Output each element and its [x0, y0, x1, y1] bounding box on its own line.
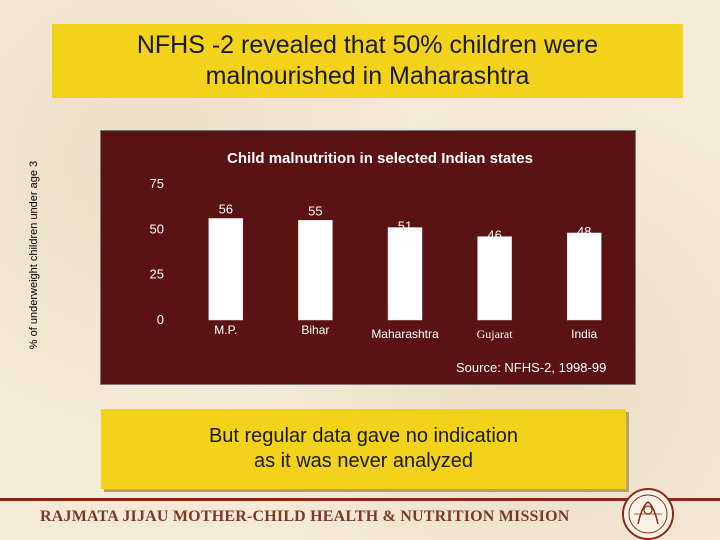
bar [477, 236, 512, 321]
chart-title: Child malnutrition in selected Indian st… [227, 150, 533, 167]
bar [208, 218, 244, 321]
data-label: 55 [308, 203, 322, 218]
x-tick-label: M.P. [214, 323, 237, 337]
footer-text: RAJMATA JIJAU MOTHER-CHILD HEALTH & NUTR… [40, 508, 570, 525]
slide-title: NFHS -2 revealed that 50% children were … [52, 24, 683, 98]
x-tick-label: India [571, 327, 597, 341]
note-line-2: as it was never analyzed [253, 450, 473, 472]
y-tick-label: 0 [157, 312, 164, 327]
y-tick-label: 75 [150, 176, 164, 191]
data-label: 51 [398, 219, 412, 234]
bar [298, 220, 333, 321]
slide-title-line-2: malnourished in Maharashtra [205, 62, 530, 90]
y-tick-label: 25 [150, 267, 164, 282]
y-tick-label: 50 [150, 221, 164, 236]
x-tick-label: Bihar [301, 323, 329, 337]
x-tick-label: Maharashtra [371, 327, 439, 341]
footer-divider [0, 498, 720, 501]
bar [387, 227, 423, 321]
bar [566, 232, 602, 321]
data-label: 56 [219, 201, 233, 216]
source-note: Source: NFHS-2, 1998-99 [456, 360, 607, 375]
x-tick-label: Gujarat [477, 327, 514, 341]
data-label: 48 [577, 224, 591, 239]
slide-title-line-1: NFHS -2 revealed that 50% children were [136, 31, 599, 59]
note-line-1: But regular data gave no indication [208, 425, 519, 447]
mission-emblem-icon [622, 488, 674, 540]
chart-frame [100, 130, 636, 385]
note-box: But regular data gave no indication as i… [101, 409, 626, 489]
data-label: 46 [487, 228, 501, 243]
